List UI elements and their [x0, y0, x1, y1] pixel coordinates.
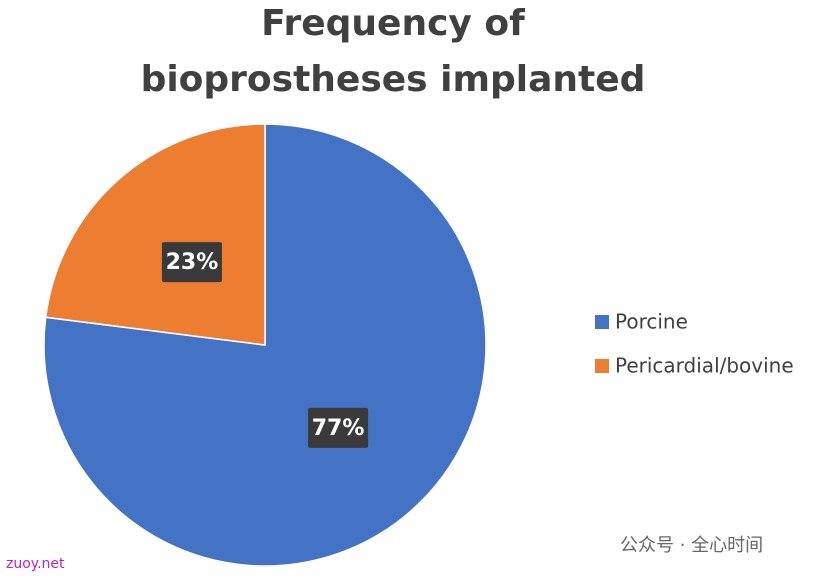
- watermark: zuoy.net: [6, 556, 65, 572]
- chart-title: Frequency of bioprostheses implanted: [140, 3, 646, 100]
- value-label-box: [161, 242, 222, 283]
- value-label: 23%: [166, 250, 219, 275]
- legend-swatch: [595, 359, 609, 373]
- legend-label: Porcine: [615, 310, 688, 334]
- value-label-box: [308, 407, 369, 448]
- pie-slice: [44, 123, 266, 346]
- value-label: 77%: [312, 416, 365, 441]
- watermark: 公众号 · 全心时间: [620, 535, 763, 556]
- legend-swatch: [595, 315, 609, 329]
- legend-label: Pericardial/bovine: [615, 354, 794, 378]
